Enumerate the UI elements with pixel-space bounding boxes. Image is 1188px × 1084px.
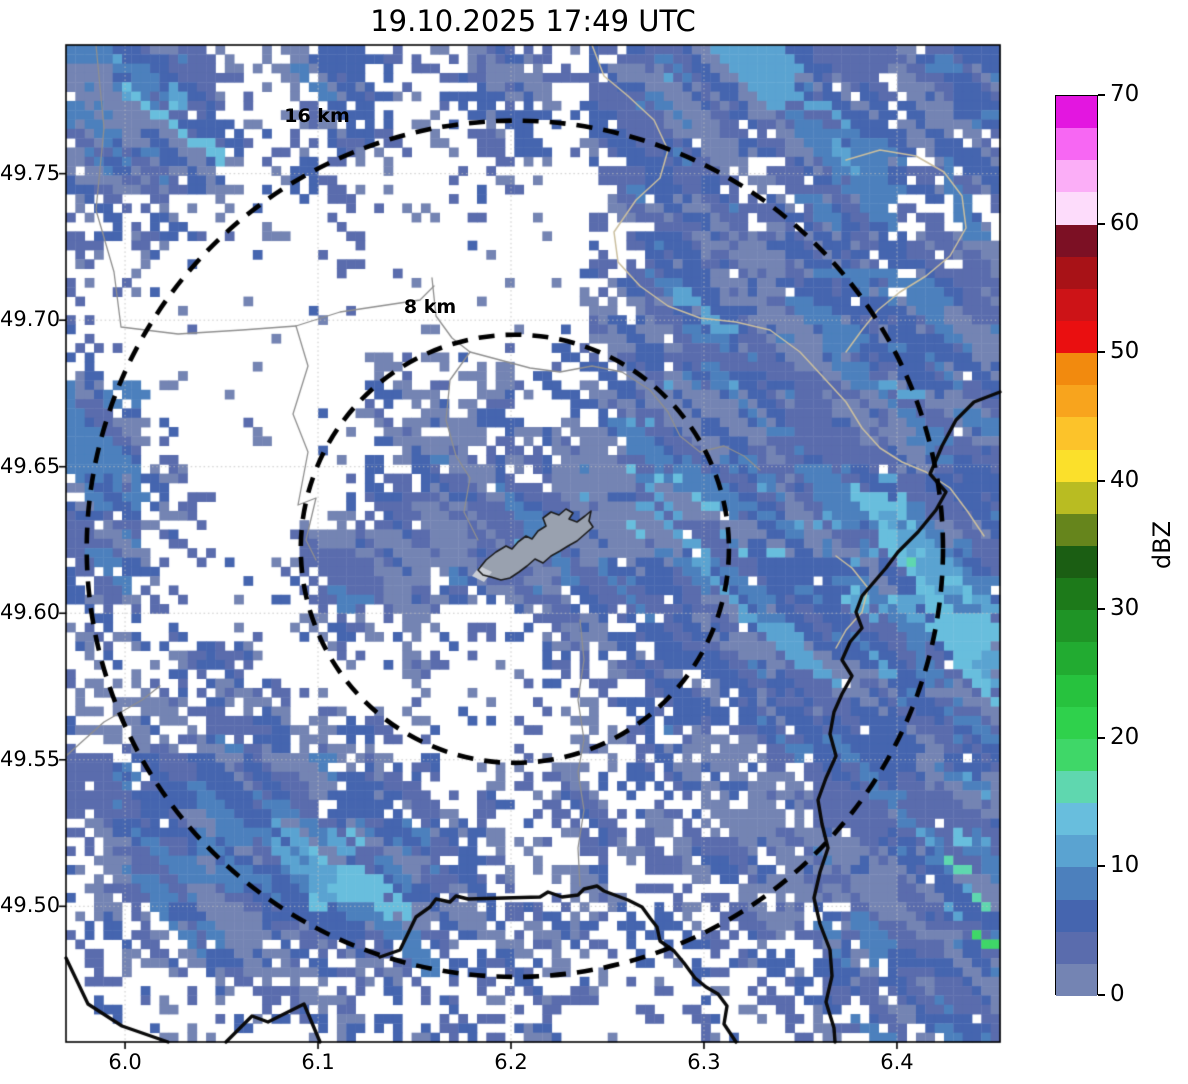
colorbar-segment (1056, 835, 1097, 868)
colorbar-segment (1056, 353, 1097, 386)
colorbar-segment (1056, 224, 1097, 257)
colorbar-tick-label: 40 (1110, 466, 1140, 493)
colorbar-segment (1056, 706, 1097, 739)
colorbar-tick-label: 20 (1110, 723, 1140, 750)
colorbar-segment (1056, 803, 1097, 836)
colorbar-segment (1056, 160, 1097, 193)
colorbar-segment (1056, 610, 1097, 643)
range-ring-label-16km: 16 km (284, 105, 350, 127)
y-tick-label: 49.50 (0, 893, 61, 918)
y-tick-label: 49.70 (0, 307, 61, 332)
colorbar-tick-label: 10 (1110, 852, 1140, 879)
colorbar-segment (1056, 288, 1097, 321)
colorbar-segment (1056, 578, 1097, 611)
colorbar-segment (1056, 738, 1097, 771)
y-tick-label: 49.60 (0, 600, 61, 625)
colorbar-segment (1056, 128, 1097, 161)
colorbar-segment (1056, 931, 1097, 964)
colorbar-segment (1056, 642, 1097, 675)
colorbar-segment (1056, 320, 1097, 354)
colorbar-segment (1056, 385, 1097, 418)
colorbar-tick-label: 70 (1110, 81, 1140, 107)
colorbar-segment (1056, 449, 1097, 482)
colorbar-segment (1056, 481, 1097, 514)
colorbar-segment (1056, 513, 1097, 546)
colorbar-tick-mark (1098, 994, 1105, 996)
colorbar-tick-mark (1098, 608, 1105, 611)
x-tick-label: 6.0 (108, 1050, 142, 1074)
x-tick-label: 6.4 (880, 1050, 914, 1074)
colorbar-segment (1056, 674, 1097, 707)
x-tick-label: 6.3 (687, 1050, 721, 1074)
y-tick-label: 49.55 (0, 746, 61, 771)
plot-title: 19.10.2025 17:49 UTC (370, 4, 696, 38)
x-tick-label: 6.1 (301, 1050, 335, 1074)
y-tick-label: 49.75 (0, 160, 61, 185)
y-tick-label: 49.65 (0, 453, 61, 478)
colorbar-axis-label: dBZ (1148, 520, 1176, 570)
colorbar-tick-mark (1098, 865, 1105, 868)
colorbar-tick-mark (1098, 222, 1105, 225)
colorbar-tick-label: 60 (1110, 209, 1140, 236)
colorbar-segment (1056, 96, 1097, 129)
colorbar-segment (1056, 867, 1097, 900)
colorbar-tick-mark (1098, 94, 1105, 96)
colorbar-segment (1056, 963, 1097, 996)
colorbar-segment (1056, 545, 1097, 579)
colorbar-segment (1056, 899, 1097, 932)
colorbar (1055, 95, 1098, 996)
colorbar-tick-label: 0 (1110, 981, 1125, 1007)
x-tick-label: 6.2 (494, 1050, 528, 1074)
colorbar-segment (1056, 192, 1097, 225)
colorbar-tick-label: 50 (1110, 338, 1140, 365)
colorbar-tick-mark (1098, 351, 1105, 354)
colorbar-tick-label: 30 (1110, 595, 1140, 622)
colorbar-tick-mark (1098, 736, 1105, 739)
range-ring-label-8km: 8 km (403, 296, 457, 318)
colorbar-segment (1056, 256, 1097, 289)
colorbar-tick-mark (1098, 479, 1105, 482)
colorbar-segment (1056, 417, 1097, 450)
colorbar-segment (1056, 770, 1097, 804)
